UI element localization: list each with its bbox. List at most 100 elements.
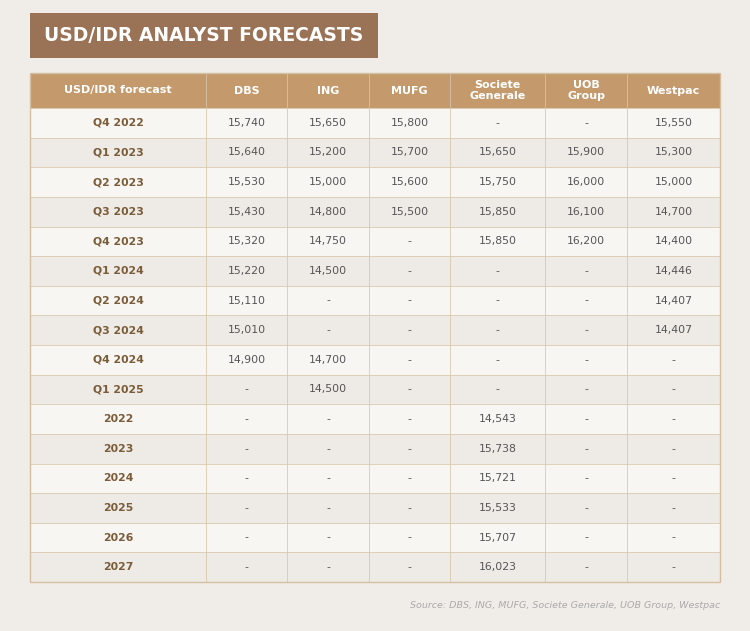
Bar [369,375,450,404]
Text: -: - [584,355,588,365]
Bar [30,73,206,108]
Bar [369,552,450,582]
Bar [627,493,720,522]
Text: 14,700: 14,700 [654,207,692,216]
Text: -: - [671,355,675,365]
Bar [450,404,545,434]
Text: -: - [496,384,500,394]
Text: -: - [584,503,588,513]
Bar [369,256,450,286]
Text: -: - [326,562,330,572]
Bar [545,316,627,345]
Bar [206,464,287,493]
Bar [287,138,369,167]
Text: -: - [584,325,588,335]
Bar [206,256,287,286]
Bar [287,108,369,138]
Text: 14,407: 14,407 [655,325,692,335]
Text: 16,100: 16,100 [567,207,605,216]
Text: 15,850: 15,850 [478,237,517,246]
Bar [369,434,450,464]
Bar [627,108,720,138]
Bar [287,404,369,434]
Bar [30,197,206,227]
Bar [369,316,450,345]
Text: Q1 2024: Q1 2024 [92,266,143,276]
Bar [287,167,369,197]
Text: -: - [407,237,412,246]
Bar [627,316,720,345]
Text: 2026: 2026 [103,533,134,543]
Bar [627,197,720,227]
Bar [627,286,720,316]
Bar [287,464,369,493]
Text: Q4 2023: Q4 2023 [92,237,143,246]
Text: 15,110: 15,110 [228,295,266,305]
Text: -: - [407,444,412,454]
Text: 14,800: 14,800 [309,207,347,216]
Bar [206,345,287,375]
Bar [450,434,545,464]
Text: DBS: DBS [234,85,260,95]
Bar [30,552,206,582]
Bar [206,167,287,197]
Bar [450,375,545,404]
Text: Societe
Generale: Societe Generale [470,80,526,102]
Bar [30,522,206,552]
Bar [545,404,627,434]
Text: -: - [244,473,248,483]
Bar [545,522,627,552]
Bar [627,404,720,434]
Text: -: - [407,325,412,335]
Text: USD/IDR ANALYST FORECASTS: USD/IDR ANALYST FORECASTS [44,26,364,45]
Text: 15,220: 15,220 [228,266,266,276]
Text: Q4 2024: Q4 2024 [92,355,143,365]
Text: Q3 2023: Q3 2023 [92,207,143,216]
Text: Q2 2024: Q2 2024 [92,295,143,305]
Text: 16,023: 16,023 [478,562,517,572]
Bar [287,552,369,582]
Text: -: - [671,384,675,394]
Bar [627,73,720,108]
Bar [206,404,287,434]
Text: 15,640: 15,640 [228,148,266,158]
Text: 14,750: 14,750 [309,237,347,246]
Bar [30,345,206,375]
Text: 15,430: 15,430 [228,207,266,216]
Text: 2022: 2022 [103,414,134,424]
Text: -: - [584,414,588,424]
Bar [30,13,378,58]
Bar [627,375,720,404]
Text: 15,850: 15,850 [478,207,517,216]
Text: -: - [407,384,412,394]
Text: 16,200: 16,200 [567,237,605,246]
Text: 15,740: 15,740 [228,118,266,128]
Text: -: - [584,444,588,454]
Bar [287,375,369,404]
Bar [450,138,545,167]
Text: -: - [671,444,675,454]
Bar [450,464,545,493]
Bar [30,404,206,434]
Bar [450,286,545,316]
Text: 14,446: 14,446 [655,266,692,276]
Bar [450,227,545,256]
Text: 15,320: 15,320 [228,237,266,246]
Bar [287,286,369,316]
Text: 14,700: 14,700 [309,355,347,365]
Bar [627,464,720,493]
Bar [287,345,369,375]
Bar [369,227,450,256]
Text: -: - [584,384,588,394]
Text: -: - [584,473,588,483]
Bar [287,256,369,286]
Text: 15,721: 15,721 [479,473,517,483]
Text: 15,500: 15,500 [391,207,428,216]
Bar [206,73,287,108]
Bar [450,108,545,138]
Bar [627,434,720,464]
Text: 14,900: 14,900 [227,355,266,365]
Bar [545,197,627,227]
Text: -: - [326,295,330,305]
Text: 15,533: 15,533 [479,503,517,513]
